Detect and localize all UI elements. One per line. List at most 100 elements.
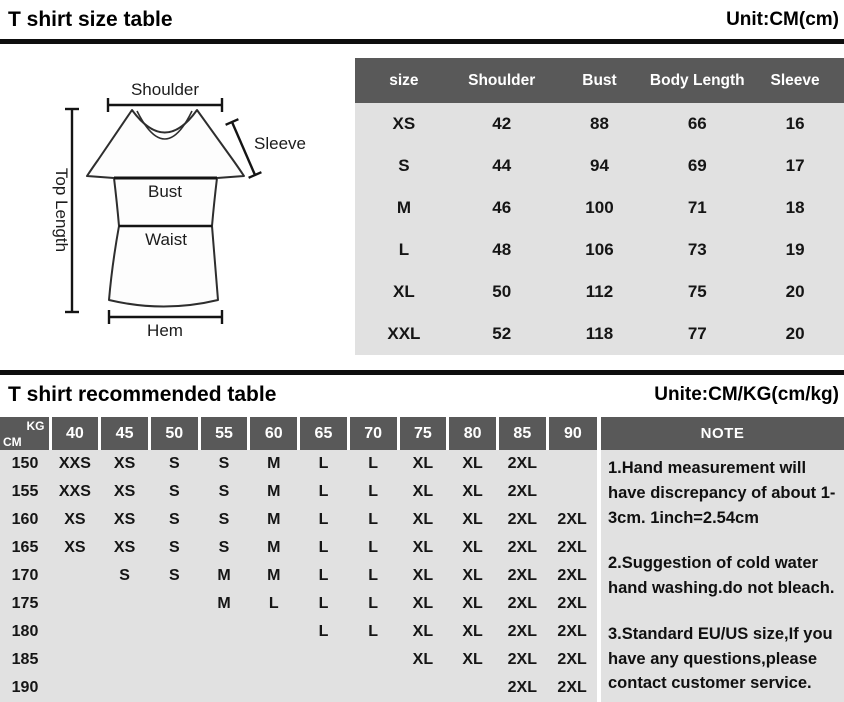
- cell: [99, 646, 150, 674]
- weight-col: 65: [297, 417, 349, 450]
- cell: L: [298, 506, 349, 534]
- rec-row-175: 175 M L L L XL XL 2XL 2XL: [0, 590, 597, 618]
- cell: 175: [0, 590, 50, 618]
- cell: [149, 674, 200, 702]
- cell: 118: [550, 313, 649, 355]
- cell: XS: [99, 506, 150, 534]
- shoulder-measure: [106, 98, 224, 112]
- col-size: size: [355, 58, 453, 103]
- cell: [99, 590, 150, 618]
- cell: 185: [0, 646, 50, 674]
- cell: 2XL: [497, 646, 548, 674]
- cell: [348, 674, 399, 702]
- kg-label: KG: [26, 419, 45, 433]
- shoulder-label: Shoulder: [131, 80, 199, 99]
- col-shoulder: Shoulder: [452, 58, 551, 103]
- note-panel: NOTE 1.Hand measurement will have discre…: [601, 417, 844, 702]
- cell: 2XL: [497, 562, 548, 590]
- cell: XL: [398, 478, 448, 506]
- cm-label: CM: [3, 435, 22, 449]
- waist-label: Waist: [145, 230, 187, 249]
- cell: [398, 674, 448, 702]
- rec-row-150: 150 XXS XS S S M L L XL XL 2XL: [0, 450, 597, 478]
- cell: [50, 562, 100, 590]
- cell: L: [298, 478, 349, 506]
- note-body: 1.Hand measurement will have discrepancy…: [601, 450, 844, 702]
- cell: [99, 618, 150, 646]
- cell: 71: [648, 187, 747, 229]
- cell: [149, 590, 200, 618]
- cell: 18: [746, 187, 844, 229]
- cell: S: [199, 478, 249, 506]
- cell: XL: [355, 271, 453, 313]
- cell: L: [348, 478, 399, 506]
- note-header: NOTE: [601, 417, 844, 450]
- cell: XL: [447, 646, 498, 674]
- cell: [248, 674, 299, 702]
- section2-header: T shirt recommended table Unite:CM/KG(cm…: [0, 375, 844, 415]
- cell: S: [199, 450, 249, 478]
- divider: [0, 370, 844, 375]
- cell: M: [199, 562, 249, 590]
- cell: XS: [99, 478, 150, 506]
- cell: 17: [746, 145, 844, 187]
- cell: XL: [398, 590, 448, 618]
- sleeve-label: Sleeve: [254, 134, 306, 153]
- cell: 75: [648, 271, 747, 313]
- cell: [199, 646, 249, 674]
- rec-table-header-row: KG CM 40 45 50 55 60 65 70 75 80 85 90: [0, 417, 597, 450]
- note-item-1: 1.Hand measurement will have discrepancy…: [608, 459, 836, 527]
- cell: 44: [452, 145, 551, 187]
- hem-measure: [107, 310, 224, 324]
- cell: XL: [398, 562, 448, 590]
- cell: XL: [447, 450, 498, 478]
- col-sleeve: Sleeve: [746, 58, 844, 103]
- cell: 2XL: [497, 590, 548, 618]
- weight-col: 40: [48, 417, 100, 450]
- rec-row-190: 190 2XL 2XL: [0, 674, 597, 702]
- weight-col: 90: [545, 417, 597, 450]
- divider: [0, 39, 844, 44]
- cell: L: [348, 450, 399, 478]
- cell: L: [348, 618, 399, 646]
- cell: XL: [447, 506, 498, 534]
- cell: XL: [447, 590, 498, 618]
- cell: S: [149, 506, 200, 534]
- cell: 19: [746, 229, 844, 271]
- cell: [50, 618, 100, 646]
- cell: 48: [452, 229, 551, 271]
- cell: [348, 646, 399, 674]
- cell: 2XL: [497, 506, 548, 534]
- hem-label: Hem: [147, 321, 183, 340]
- size-table: size Shoulder Bust Body Length Sleeve XS…: [355, 58, 844, 355]
- note-item-2: 2.Suggestion of cold water hand washing.…: [608, 554, 835, 597]
- cell: [248, 618, 299, 646]
- weight-col: 80: [446, 417, 498, 450]
- cell: [149, 618, 200, 646]
- cell: [99, 674, 150, 702]
- cell: 155: [0, 478, 50, 506]
- cell: 190: [0, 674, 50, 702]
- cell: 2XL: [547, 534, 597, 562]
- cell: 77: [648, 313, 747, 355]
- cell: XL: [447, 534, 498, 562]
- col-bust: Bust: [550, 58, 649, 103]
- cell: 2XL: [497, 478, 548, 506]
- cell: L: [355, 229, 453, 271]
- rec-row-160: 160 XS XS S S M L L XL XL 2XL 2XL: [0, 506, 597, 534]
- cell: M: [248, 450, 299, 478]
- cell: [298, 674, 349, 702]
- cell: S: [149, 450, 200, 478]
- section2-unit: Unite:CM/KG(cm/kg): [654, 384, 839, 405]
- cell: 2XL: [497, 618, 548, 646]
- cell: 66: [648, 103, 747, 145]
- cell: [50, 646, 100, 674]
- cell: 16: [746, 103, 844, 145]
- cell: [50, 674, 100, 702]
- cell: [298, 646, 349, 674]
- size-table-header-row: size Shoulder Bust Body Length Sleeve: [355, 58, 844, 103]
- cell: S: [149, 534, 200, 562]
- cell: XS: [50, 534, 100, 562]
- cell: L: [348, 562, 399, 590]
